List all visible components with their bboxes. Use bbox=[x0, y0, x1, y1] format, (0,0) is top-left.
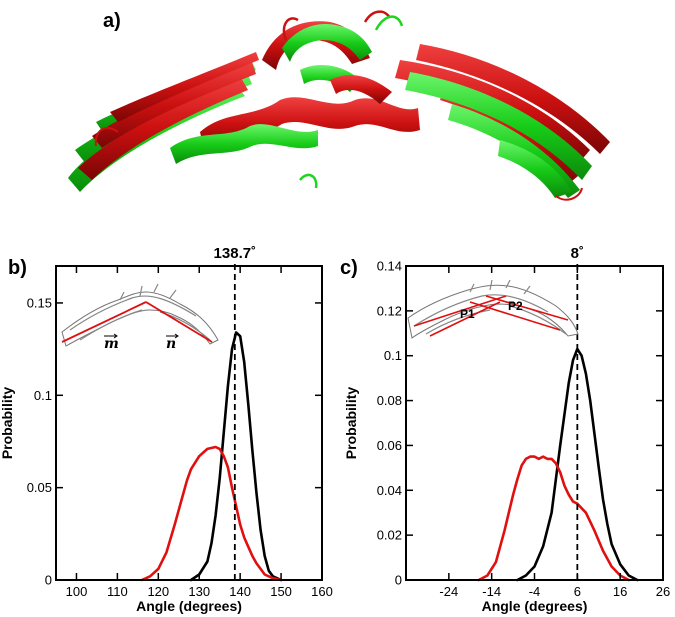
inset-b-label-n: n bbox=[166, 336, 176, 352]
x-tick-label: -24 bbox=[439, 584, 458, 599]
vector-m-line bbox=[61, 301, 147, 343]
y-tick-label: 0.1 bbox=[384, 348, 402, 363]
x-tick-label: -14 bbox=[482, 584, 501, 599]
chart-b: 138.7˚ 100 110 120 130 140 150 160 0 0.05 0.1 0.15 A… bbox=[0, 245, 333, 614]
y-tick-label: 0.12 bbox=[377, 303, 402, 318]
inset-b-protein-sketch: m n bbox=[61, 283, 219, 352]
x-tick-label: 26 bbox=[656, 584, 670, 599]
reference-label: 8˚ bbox=[571, 245, 584, 262]
series-line-1 bbox=[140, 445, 283, 582]
inset-c-protein-sketch: P1 P2 bbox=[407, 279, 579, 339]
chart-c: 8˚ -24 -14 -4 6 16 26 0 0.02 0.04 0.06 0.08 0.1 0.12 0… bbox=[343, 245, 670, 614]
x-tick-label: 16 bbox=[613, 584, 627, 599]
inset-c-label-p1: P1 bbox=[460, 307, 475, 321]
y-tick-label: 0.15 bbox=[27, 295, 52, 310]
series-line-1 bbox=[477, 455, 631, 582]
panel-label-c: c) bbox=[340, 257, 358, 279]
panel-label-a: a) bbox=[103, 10, 121, 32]
y-axis-title: Probability bbox=[0, 387, 15, 460]
y-tick-label: 0.08 bbox=[377, 393, 402, 408]
inset-b-label-m: m bbox=[104, 336, 119, 352]
reference-label: 138.7˚ bbox=[214, 245, 257, 262]
y-tick-label: 0.06 bbox=[377, 438, 402, 453]
x-tick-label: 100 bbox=[66, 584, 88, 599]
y-tick-label: 0 bbox=[45, 573, 52, 588]
y-tick-label: 0 bbox=[395, 573, 402, 588]
x-tick-label: 130 bbox=[188, 584, 210, 599]
y-axis-title: Probability bbox=[343, 387, 359, 460]
y-tick-label: 0.04 bbox=[377, 483, 402, 498]
x-tick-label: 150 bbox=[270, 584, 292, 599]
panel-label-b: b) bbox=[8, 257, 27, 279]
plot-frame bbox=[55, 265, 323, 581]
x-axis-title: Angle (degrees) bbox=[136, 598, 242, 614]
y-tick-label: 0.02 bbox=[377, 528, 402, 543]
y-tick-label: 0.14 bbox=[377, 259, 402, 274]
inset-c-label-p2: P2 bbox=[508, 299, 523, 313]
x-tick-label: 6 bbox=[574, 584, 581, 599]
series-line-0 bbox=[189, 331, 283, 582]
y-tick-label: 0.1 bbox=[34, 388, 52, 403]
protein-structure-image bbox=[68, 10, 610, 201]
x-tick-label: 120 bbox=[147, 584, 169, 599]
vector-n-line bbox=[145, 301, 213, 343]
x-axis-title: Angle (degrees) bbox=[482, 598, 588, 614]
x-tick-label: 160 bbox=[311, 584, 333, 599]
series-line-0 bbox=[516, 347, 639, 582]
x-tick-label: -4 bbox=[529, 584, 541, 599]
x-tick-label: 110 bbox=[107, 584, 128, 599]
x-tick-label: 140 bbox=[229, 584, 251, 599]
y-tick-label: 0.05 bbox=[27, 480, 52, 495]
